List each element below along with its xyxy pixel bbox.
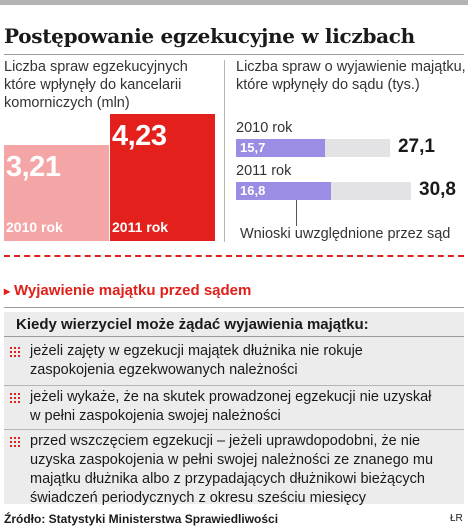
annotation-label: Wnioski uwzględnione przez sąd	[240, 226, 451, 242]
bar-value-label: 4,23	[112, 120, 167, 152]
list-item-line: jeżeli wykaże, że na skutek prowadzonej …	[30, 389, 432, 405]
dots-bullet-icon	[10, 437, 22, 447]
title-divider	[4, 54, 464, 55]
list-item-divider	[4, 385, 464, 386]
conditions-title-divider	[4, 336, 464, 337]
list-item-line: przed wszczęciem egzekucji – jeżeli upra…	[30, 433, 421, 449]
source-note: Źródło: Statystyki Ministerstwa Sprawied…	[4, 512, 279, 526]
annotation-line	[296, 200, 297, 226]
author-signature: ŁR	[450, 513, 463, 524]
dashed-separator	[4, 255, 464, 257]
list-item-line: w pełni zaspokojenia swojej należności	[30, 408, 281, 424]
hbar-total-label: 27,1	[397, 136, 435, 157]
list-item-text: przed wszczęciem egzekucji – jeżeli upra…	[30, 432, 460, 508]
list-item-line: uzyska zaspokojenia w pełni swojej należ…	[30, 452, 434, 468]
list-item-text: jeżeli zajęty w egzekucji majątek dłużni…	[30, 342, 460, 380]
hbar-value-segment	[236, 182, 332, 200]
bar-category-label: 2011 rok	[112, 219, 169, 235]
hbar-value-label: 16,8	[240, 183, 266, 198]
section-divider	[4, 307, 464, 308]
right-chart-title: Liczba spraw o wyjawienie majątku, które…	[236, 59, 466, 93]
hbar-category-label: 2010 rok	[236, 120, 293, 136]
top-bar	[0, 0, 468, 5]
section-header: ▸ Wyjawienie majątku przed sądem	[4, 282, 251, 299]
dots-bullet-icon	[10, 347, 22, 357]
list-item-text: jeżeli wykaże, że na skutek prowadzonej …	[30, 388, 460, 426]
conditions-title: Kiedy wierzyciel może żądać wyjawienia m…	[16, 316, 369, 333]
hbar-value-segment	[236, 139, 326, 157]
section-title: Wyjawienie majątku przed sądem	[14, 282, 252, 299]
list-item-line: majątku dłużnika albo z przypadających d…	[30, 471, 425, 487]
list-item-line: jeżeli zajęty w egzekucji majątek dłużni…	[30, 343, 363, 359]
charts-divider	[224, 60, 225, 242]
list-item-line: świadczeń periodycznych z okresu sześciu…	[30, 490, 367, 506]
arrow-right-icon: ▸	[4, 284, 11, 298]
dots-bullet-icon	[10, 393, 22, 403]
hbar-total-label: 30,8	[419, 179, 456, 200]
hbar-value-label: 15,7	[240, 140, 266, 155]
left-chart-title: Liczba spraw egzekucyjnych które wpłynęł…	[4, 59, 188, 111]
hbar-category-label: 2011 rok	[236, 163, 292, 179]
conditions-box	[4, 312, 464, 504]
bar-2	[110, 114, 215, 241]
bar-1	[4, 144, 109, 241]
list-item-line: zaspokojenia egzekwowanych należności	[30, 362, 298, 378]
bar-value-label: 3,21	[6, 150, 61, 183]
bar-category-label: 2010 rok	[6, 219, 63, 235]
list-item-divider	[4, 429, 464, 430]
page-title: Postępowanie egzekucyjne w liczbach	[4, 24, 415, 48]
